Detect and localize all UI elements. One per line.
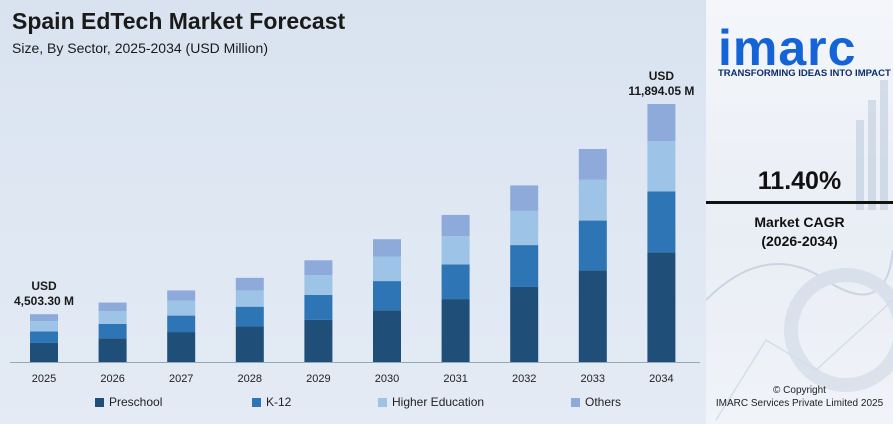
x-tick-label-2032: 2032	[512, 373, 536, 385]
bar-segment-higher-education-2033	[578, 179, 607, 221]
bar-segment-preschool-2030	[373, 310, 401, 362]
bar-segment-others-2032	[510, 185, 539, 211]
bar-segment-others-2029	[304, 260, 333, 276]
cagr-divider	[706, 201, 893, 204]
annotation-total-2034: 11,894.05 M	[628, 84, 694, 98]
bar-segment-higher-education-2034	[647, 141, 676, 192]
cagr-label-line2: (2026-2034)	[761, 233, 838, 249]
bar-segment-preschool-2027	[167, 332, 196, 362]
logo-tagline: TRANSFORMING IDEAS INTO IMPACT	[718, 68, 891, 79]
bar-segment-k-12-2031	[441, 264, 470, 300]
cagr-label-line1: Market CAGR	[754, 214, 845, 230]
bar-segment-higher-education-2025	[30, 321, 58, 332]
x-tick-label-2031: 2031	[443, 373, 467, 385]
bar-segment-k-12-2030	[373, 281, 401, 311]
bar-segment-others-2034	[647, 103, 676, 142]
bar-segment-others-2033	[578, 148, 607, 180]
bar-segment-k-12-2029	[304, 294, 333, 320]
bar-segment-others-2031	[441, 214, 470, 237]
cagr-label: Market CAGR (2026-2034)	[706, 213, 893, 251]
legend-swatch	[378, 397, 387, 407]
annotation-currency-2025: USD	[31, 279, 57, 293]
x-tick-label-2027: 2027	[169, 373, 193, 385]
bar-segment-preschool-2033	[578, 270, 607, 362]
legend-item-higher-education: Higher Education	[378, 395, 484, 409]
bar-segment-higher-education-2027	[167, 300, 196, 316]
x-tick-label-2028: 2028	[238, 373, 262, 385]
info-sidebar: imarc TRANSFORMING IDEAS INTO IMPACT 11.…	[706, 0, 893, 424]
annotation-total-2025: 4,503.30 M	[14, 294, 74, 308]
bar-segment-higher-education-2028	[235, 290, 264, 307]
x-tick-label-2029: 2029	[306, 373, 330, 385]
bar-segment-higher-education-2031	[441, 236, 470, 265]
bar-segment-preschool-2025	[30, 342, 58, 362]
legend-item-k-12: K-12	[252, 395, 291, 409]
x-tick-label-2030: 2030	[375, 373, 399, 385]
bar-segment-k-12-2033	[578, 220, 607, 271]
bar-segment-preschool-2029	[304, 319, 333, 362]
x-tick-label-2033: 2033	[581, 373, 605, 385]
logo-wordmark: imarc	[718, 20, 857, 76]
legend-item-others: Others	[571, 395, 621, 409]
chart-legend: Preschool K-12 Higher Education Others	[0, 395, 706, 413]
bar-segment-k-12-2025	[30, 331, 58, 343]
stacked-bar-chart: 2025 2026 2027 2028 2029 2030 2031 2032 2033 2034…	[10, 69, 700, 385]
annotation-currency-2034: USD	[649, 69, 675, 83]
copyright-line2: IMARC Services Private Limited 2025	[715, 398, 884, 409]
bar-segment-preschool-2028	[235, 326, 264, 362]
chart-panel: Spain EdTech Market Forecast Size, By Se…	[0, 0, 706, 424]
cagr-value: 11.40%	[757, 167, 842, 195]
bar-segment-preschool-2031	[441, 299, 470, 362]
bar-segment-k-12-2028	[235, 306, 264, 327]
copyright: © Copyright IMARC Services Private Limit…	[706, 384, 893, 410]
bar-segment-higher-education-2026	[98, 311, 127, 324]
bar-segment-k-12-2026	[98, 323, 127, 339]
legend-label: K-12	[266, 395, 292, 409]
legend-swatch	[571, 397, 580, 407]
legend-swatch	[252, 397, 261, 407]
bar-segment-higher-education-2030	[373, 256, 401, 282]
imarc-logo: imarc TRANSFORMING IDEAS INTO IMPACT	[716, 20, 891, 82]
legend-label: Higher Education	[392, 395, 485, 409]
copyright-line1: © Copyright	[773, 385, 826, 396]
bar-segment-others-2025	[30, 314, 58, 322]
x-tick-label-2025: 2025	[32, 373, 56, 385]
bar-segment-k-12-2032	[510, 245, 539, 287]
bar-segment-higher-education-2029	[304, 275, 333, 295]
bar-segment-k-12-2034	[647, 191, 676, 253]
bar-segment-preschool-2026	[98, 338, 127, 362]
legend-swatch	[95, 397, 104, 407]
legend-label: Others	[585, 395, 622, 409]
x-tick-label-2034: 2034	[649, 373, 673, 385]
bar-segment-k-12-2027	[167, 315, 196, 333]
legend-label: Preschool	[109, 395, 163, 409]
x-tick-label-2026: 2026	[100, 373, 124, 385]
bar-segment-preschool-2032	[510, 286, 539, 362]
bar-segment-others-2027	[167, 290, 196, 301]
bar-segment-others-2030	[373, 239, 401, 257]
bar-segment-preschool-2034	[647, 252, 676, 362]
bar-segment-higher-education-2032	[510, 210, 539, 246]
bar-segment-others-2028	[235, 277, 264, 291]
background-graph-decoration	[706, 80, 893, 421]
bar-segment-others-2026	[98, 302, 127, 312]
chart-subtitle: Size, By Sector, 2025-2034 (USD Million)	[12, 40, 268, 56]
chart-title: Spain EdTech Market Forecast	[12, 8, 346, 34]
legend-item-preschool: Preschool	[95, 395, 162, 409]
